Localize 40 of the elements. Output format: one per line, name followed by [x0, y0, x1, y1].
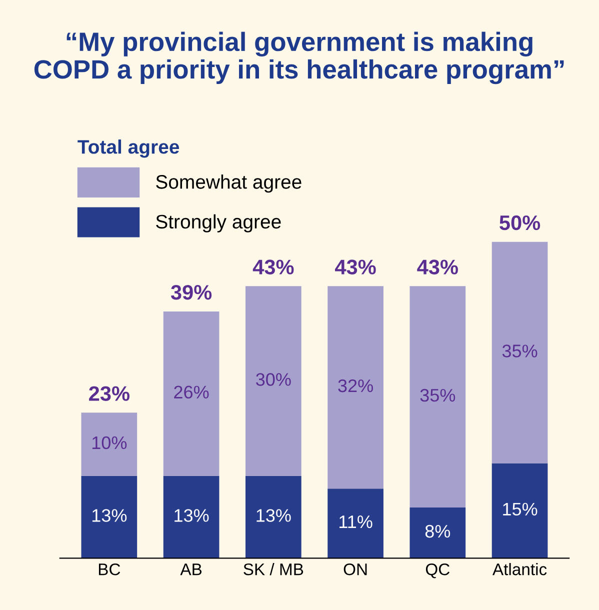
x-tick-label: Atlantic: [492, 563, 547, 576]
data-label: 35%: [420, 388, 456, 402]
total-label: 43%: [417, 260, 458, 274]
total-label: 23%: [89, 386, 130, 401]
x-tick-label: QC: [426, 563, 450, 578]
data-label: 13%: [174, 509, 209, 522]
data-label: 26%: [174, 386, 209, 399]
bar: [163, 476, 220, 558]
x-tick-label: SK / MB: [244, 563, 304, 576]
data-label: 13%: [256, 509, 291, 522]
chart-title: “My provincial government is making COPD a priority in its healthcare program”: [34, 32, 564, 84]
bar: [492, 463, 548, 558]
data-label: 10%: [92, 436, 127, 450]
bar: [410, 508, 466, 558]
data-label: 13%: [92, 509, 127, 522]
bar: [81, 412, 138, 476]
data-label: 11%: [340, 516, 372, 528]
legend-label: Strongly agree: [156, 214, 281, 232]
bar: [81, 476, 138, 558]
bar: [245, 476, 302, 558]
bar: [328, 286, 384, 489]
data-label: 8%: [425, 524, 450, 538]
data-label: 30%: [256, 373, 291, 386]
x-tick-label: AB: [180, 564, 202, 576]
bar: [410, 286, 466, 508]
total-label: 43%: [252, 260, 294, 274]
bar: [245, 286, 302, 476]
bar: [328, 488, 384, 558]
total-label: 39%: [170, 284, 212, 300]
total-label: 43%: [335, 260, 376, 274]
total-label: 50%: [500, 215, 540, 230]
x-tick-label: ON: [344, 563, 367, 576]
x-tick-label: BC: [98, 563, 120, 576]
data-label: 32%: [338, 379, 373, 392]
legend-label: Somewhat agree: [156, 174, 302, 193]
legend-title: Total agree: [78, 140, 180, 158]
data-label: 15%: [503, 502, 538, 516]
data-label: 35%: [502, 344, 538, 358]
bar: [163, 311, 220, 476]
bar: [492, 242, 548, 464]
